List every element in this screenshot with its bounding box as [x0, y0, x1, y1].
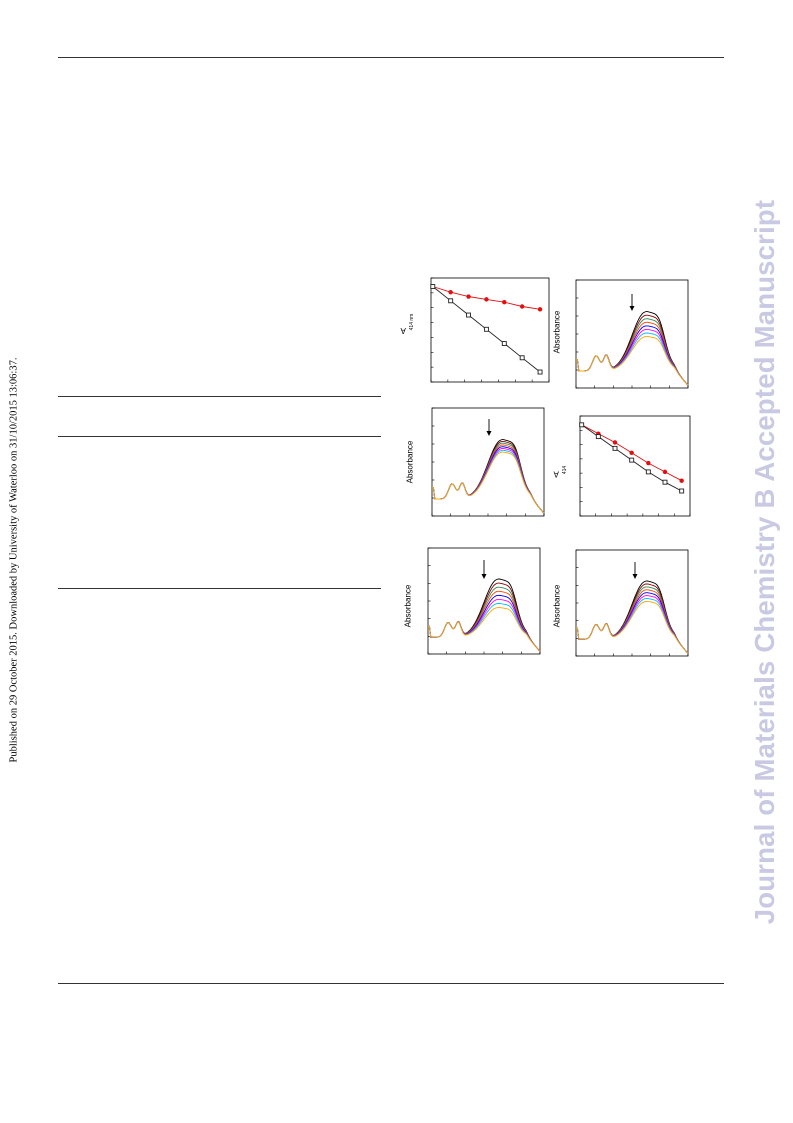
- panel-f-spectra: Absorbance: [548, 540, 698, 665]
- panel-b-chart: [575, 279, 689, 389]
- panel-d-chart: [579, 415, 691, 517]
- panel-a-series-0-point: [448, 290, 453, 295]
- panel-a-series-1-point: [466, 312, 471, 318]
- panel-c-spectrum-2: [432, 442, 545, 514]
- panel-a-series-0-point: [502, 300, 507, 305]
- panel-a-chart: [430, 277, 550, 383]
- panel-a-kinetics: A 414 nm: [395, 270, 555, 390]
- panel-e-arrow-head: [481, 574, 487, 579]
- panel-a-frame: [430, 277, 550, 383]
- panel-d-series-0-point: [629, 450, 634, 455]
- panel-b-spectra: Absorbance: [548, 270, 698, 395]
- panel-a-series-0-point: [484, 297, 489, 302]
- panel-f-spectrum-2: [576, 586, 689, 654]
- panel-c-spectrum-6: [432, 449, 545, 514]
- panel-e-spectra: Absorbance: [398, 540, 548, 665]
- panel-a-series-1-point: [483, 326, 489, 332]
- panel-c-spectrum-7: [432, 451, 545, 514]
- panel-f-spectrum-1: [576, 583, 689, 654]
- panel-f-frame: [575, 549, 689, 657]
- panel-c-spectrum-4: [432, 446, 545, 514]
- panel-f-chart: [575, 549, 689, 657]
- panel-d-series-1-point: [679, 488, 685, 494]
- panel-a-series-1-point: [537, 369, 543, 375]
- panel-e-spectrum-3: [428, 590, 541, 652]
- panel-f-spectrum-7: [576, 600, 689, 654]
- column-rule-1: [58, 396, 381, 397]
- journal-watermark-text: Journal of Materials Chemistry B Accepte…: [749, 199, 780, 925]
- panel-a-series-0-point: [466, 294, 471, 299]
- panel-d-series-0-point: [612, 440, 618, 445]
- panel-a-series-1-point: [519, 355, 525, 361]
- panel-c-spectrum-3: [432, 444, 545, 514]
- panel-c-spectrum-5: [432, 448, 545, 514]
- panel-c-frame: [431, 407, 545, 517]
- panel-c-arrow-head: [486, 431, 492, 436]
- panel-d-series-1-point: [595, 434, 601, 440]
- panel-b-spectrum-7: [576, 336, 689, 386]
- panel-d-series-1-point: [645, 469, 651, 475]
- panel-e-spectrum-7: [428, 607, 541, 652]
- panel-d-kinetics: A 414: [554, 408, 700, 523]
- panel-f-arrow-head: [632, 574, 638, 579]
- bottom-rule: [58, 983, 724, 984]
- panel-b-arrow-head: [629, 306, 635, 311]
- panel-a-series-0-point: [537, 307, 543, 312]
- column-rule-2: [58, 436, 381, 437]
- panel-a-series-1-point: [430, 284, 436, 289]
- panel-d-series-0-point: [679, 478, 684, 483]
- panel-c-spectrum-0: [432, 439, 545, 514]
- panel-a-series-1-point: [501, 341, 507, 346]
- panel-b-spectrum-3: [576, 321, 689, 386]
- panel-e-chart: [427, 547, 541, 655]
- panel-d-series-1-point: [579, 422, 585, 428]
- publication-notice-text: Published on 29 October 2015. Downloaded…: [8, 357, 20, 763]
- panel-a-series-0-point: [519, 304, 525, 309]
- panel-c-spectrum-1: [432, 440, 545, 514]
- panel-b-spectrum-2: [576, 318, 689, 386]
- panel-f-spectrum-4: [576, 592, 689, 654]
- panel-d-series-0-point: [646, 460, 651, 466]
- column-rule-3: [58, 588, 381, 589]
- top-rule: [58, 57, 724, 58]
- panel-a-series-1-point: [448, 298, 454, 304]
- panel-d-series-1-point: [662, 479, 668, 485]
- panel-d-series-0-point: [662, 469, 668, 475]
- panel-d-series-1-point: [629, 457, 635, 463]
- panel-d-series-1-point: [612, 445, 618, 451]
- panel-c-chart: [431, 407, 545, 517]
- panel-d-frame: [579, 415, 691, 517]
- panel-f-spectrum-3: [576, 589, 689, 654]
- panel-c-spectra: Absorbance: [398, 400, 553, 525]
